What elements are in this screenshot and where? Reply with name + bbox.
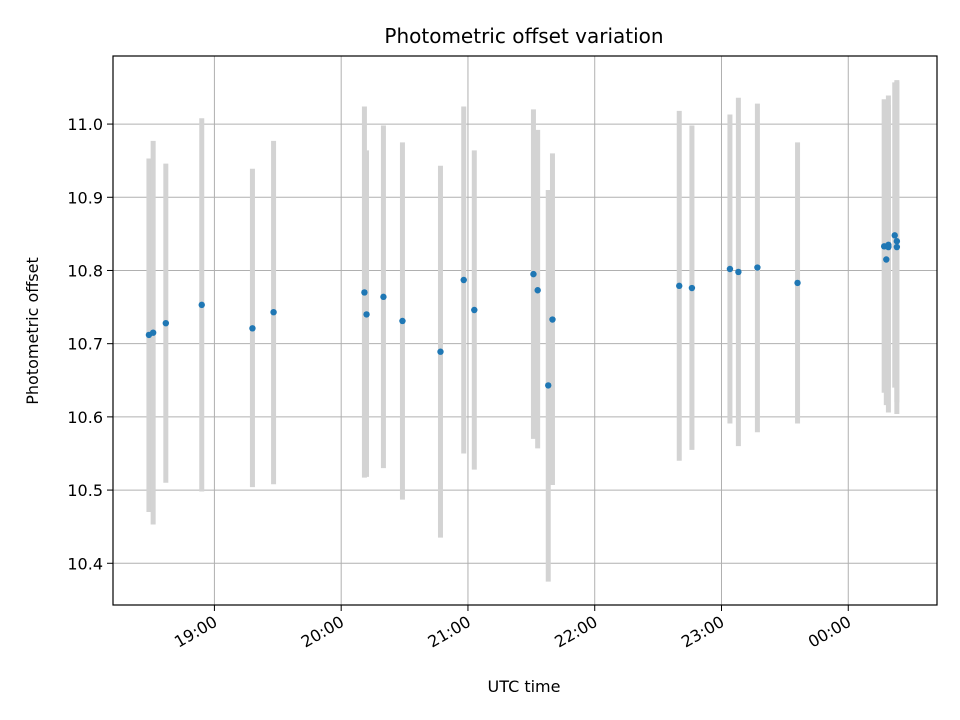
data-point [399, 317, 406, 325]
data-point [530, 270, 537, 278]
data-point [883, 256, 890, 263]
y-tick-label: 10.5 [67, 481, 103, 500]
x-tick: 20:00 [298, 605, 347, 652]
x-tick: 19:00 [171, 605, 220, 652]
y-tick: 10.6 [67, 408, 113, 427]
y-tick-label: 10.8 [67, 261, 103, 280]
y-tick: 10.8 [67, 261, 113, 280]
data-point [893, 243, 901, 251]
y-axis-ticks: 10.4 10.5 10.6 10.7 10.8 10.9 11.0 [67, 115, 113, 573]
data-point [688, 284, 696, 292]
chart-title: Photometric offset variation [384, 24, 663, 48]
y-axis-label: Photometric offset [23, 257, 42, 405]
data-point [893, 237, 901, 245]
data-point [162, 319, 170, 327]
data-point [891, 232, 898, 239]
data-point [534, 287, 541, 294]
data-point [735, 268, 742, 276]
data-point [361, 289, 368, 296]
data-point [794, 279, 801, 287]
x-tick: 21:00 [425, 605, 474, 652]
data-point [437, 348, 444, 355]
y-tick: 11.0 [67, 115, 113, 134]
x-tick: 22:00 [551, 605, 601, 652]
data-point [885, 243, 892, 251]
x-tick-label: 20:00 [298, 612, 347, 652]
plot-frame [112, 55, 938, 606]
y-tick-label: 11.0 [67, 115, 103, 134]
x-axis-ticks: 19:00 20:00 21:00 22:00 23:00 00:00 [171, 605, 854, 652]
data-point [676, 282, 683, 290]
y-tick: 10.4 [67, 554, 113, 573]
data-points [145, 232, 901, 389]
x-tick-label: 00:00 [805, 612, 854, 652]
y-tick-label: 10.9 [67, 188, 103, 207]
y-tick: 10.9 [67, 188, 113, 207]
data-point [726, 265, 734, 273]
error-bars [146, 80, 900, 582]
x-tick: 23:00 [678, 605, 727, 652]
x-tick-label: 22:00 [551, 612, 600, 652]
x-tick-label: 19:00 [171, 612, 220, 652]
x-tick-label: 23:00 [678, 612, 727, 652]
data-point [270, 309, 277, 316]
grid-lines [113, 56, 937, 605]
x-tick: 00:00 [805, 605, 854, 652]
y-tick-label: 10.7 [67, 335, 103, 354]
data-point [754, 264, 761, 271]
data-point [198, 301, 205, 309]
data-point [249, 325, 256, 332]
y-tick: 10.7 [67, 335, 113, 354]
y-tick-label: 10.4 [67, 554, 103, 573]
data-point [471, 306, 478, 314]
data-point [363, 311, 370, 318]
data-point [380, 293, 387, 301]
x-tick-label: 21:00 [425, 612, 474, 652]
data-point [549, 316, 556, 323]
x-axis-label: UTC time [488, 677, 561, 696]
y-tick: 10.5 [67, 481, 113, 500]
data-point [149, 329, 157, 336]
data-point [545, 382, 552, 389]
y-tick-label: 10.6 [67, 408, 103, 427]
data-point [460, 276, 467, 284]
